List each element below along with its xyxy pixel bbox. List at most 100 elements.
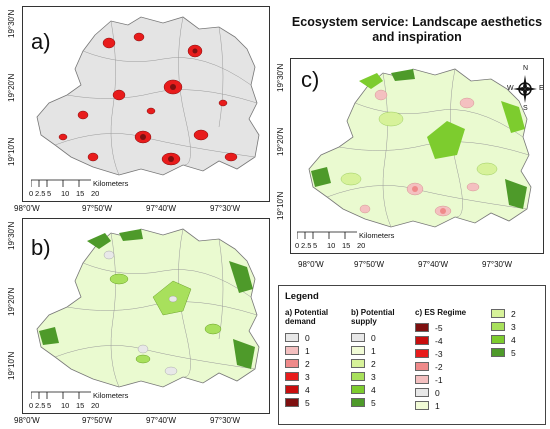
legend-label: 4: [305, 384, 310, 395]
scalebar-unit: Kilometers: [93, 179, 129, 188]
legend-swatch: [415, 349, 429, 358]
legend-label: 1: [371, 345, 376, 356]
lon-label-c-3: 97°40'W: [418, 260, 449, 269]
legend-swatch: [415, 375, 429, 384]
legend-a-item: 4: [285, 384, 310, 395]
scalebar-tick-1: 2.5: [301, 241, 312, 250]
scalebar-bar-c: [297, 231, 357, 239]
legend-c2-item: 3: [491, 321, 516, 332]
legend-label: 5: [371, 397, 376, 408]
regime-negative-c: [359, 89, 480, 217]
regime-high-c: [359, 73, 525, 159]
lon-label-b-2: 97°50'W: [82, 416, 113, 425]
legend-title: Legend: [285, 291, 319, 302]
scalebar-bar-a: [31, 179, 91, 187]
legend-swatch: [285, 359, 299, 368]
scalebar-tick-2: 5: [47, 401, 52, 410]
panel-label-c: c): [301, 67, 320, 92]
lat-label-b-1: 19°30'N: [7, 221, 16, 250]
lat-label-c-3: 19°10'N: [276, 191, 285, 220]
legend-swatch: [351, 346, 365, 355]
legend-c-item: -4: [415, 335, 443, 346]
lat-label-b-2: 19°20'N: [7, 287, 16, 316]
legend-a-item: 2: [285, 358, 310, 369]
lon-label-a-1: 98°0'W: [14, 204, 40, 213]
demand-core-a: [140, 48, 198, 162]
scalebar-tick-5: 20: [91, 401, 100, 410]
legend-swatch: [285, 385, 299, 394]
legend-c-item: 0: [415, 387, 440, 398]
legend-label: -3: [435, 348, 443, 359]
scalebar-bar-b: [31, 391, 91, 399]
legend-c-item: -2: [415, 361, 443, 372]
scalebar-unit: Kilometers: [93, 391, 129, 400]
legend-label: 4: [371, 384, 376, 395]
legend-label: -2: [435, 361, 443, 372]
scalebar-unit: Kilometers: [359, 231, 395, 240]
legend-c-item: 1: [415, 400, 440, 411]
legend-heading-b: b) Potential supply: [351, 308, 395, 326]
legend-label: 2: [305, 358, 310, 369]
scalebar-tick-4: 15: [76, 189, 85, 198]
scalebar-tick-5: 20: [357, 241, 366, 250]
legend: Legend a) Potential demand 0 1 2 3 4 5 b…: [278, 285, 546, 425]
lat-label-a-1: 19°30'N: [7, 9, 16, 38]
legend-label: 5: [305, 397, 310, 408]
legend-label: 3: [371, 371, 376, 382]
map-c-svg: [308, 68, 532, 228]
legend-swatch: [351, 398, 365, 407]
legend-label: 1: [435, 400, 440, 411]
legend-swatch: [415, 388, 429, 397]
legend-swatch: [491, 322, 505, 331]
supply-high-b: [39, 229, 255, 369]
scalebar-tick-1: 2.5: [35, 189, 46, 198]
legend-swatch: [285, 346, 299, 355]
lon-label-c-1: 98°0'W: [298, 260, 324, 269]
legend-a-item: 0: [285, 332, 310, 343]
map-panel-a: a) 0 2.5 5 10 15 20 Kilometers: [22, 6, 270, 202]
legend-b-item: 0: [351, 332, 376, 343]
lat-label-c-2: 19°20'N: [276, 127, 285, 156]
scalebar-tick-3: 10: [61, 189, 70, 198]
map-b-svg: [36, 228, 260, 388]
legend-swatch: [351, 333, 365, 342]
legend-swatch: [285, 398, 299, 407]
scalebar-tick-4: 15: [76, 401, 85, 410]
legend-label: 0: [435, 387, 440, 398]
scalebar-tick-5: 20: [91, 189, 100, 198]
legend-b-item: 4: [351, 384, 376, 395]
lon-label-b-4: 97°30'W: [210, 416, 241, 425]
legend-label: 1: [305, 345, 310, 356]
scalebar-tick-2: 5: [47, 189, 52, 198]
legend-c2-item: 5: [491, 347, 516, 358]
scalebar-a: 0 2.5 5 10 15 20 Kilometers: [29, 179, 141, 199]
legend-label: 3: [305, 371, 310, 382]
legend-swatch: [285, 333, 299, 342]
lon-label-a-4: 97°30'W: [210, 204, 241, 213]
legend-label: -4: [435, 335, 443, 346]
legend-label: -5: [435, 322, 443, 333]
legend-swatch: [491, 309, 505, 318]
legend-c2-item: 4: [491, 334, 516, 345]
compass-w: W: [507, 85, 514, 92]
lat-label-c-1: 19°30'N: [276, 63, 285, 92]
scalebar-tick-0: 0: [29, 401, 34, 410]
legend-swatch: [351, 385, 365, 394]
lat-label-a-2: 19°20'N: [7, 73, 16, 102]
scalebar-tick-3: 10: [327, 241, 336, 250]
legend-label: 0: [371, 332, 376, 343]
scalebar-tick-0: 0: [295, 241, 300, 250]
legend-c2-item: 2: [491, 308, 516, 319]
legend-c-item: -1: [415, 374, 443, 385]
scalebar-tick-1: 2.5: [35, 401, 46, 410]
panel-label-a: a): [31, 29, 51, 54]
legend-swatch: [491, 335, 505, 344]
scalebar-tick-2: 5: [313, 241, 318, 250]
panel-label-b: b): [31, 235, 51, 260]
legend-swatch: [351, 372, 365, 381]
figure-title: Ecosystem service: Landscape aesthetics …: [291, 15, 543, 44]
legend-b-item: 2: [351, 358, 376, 369]
legend-label: 2: [371, 358, 376, 369]
regime-positive-c: [340, 111, 498, 186]
regime-strong-negative-c: [412, 186, 446, 214]
